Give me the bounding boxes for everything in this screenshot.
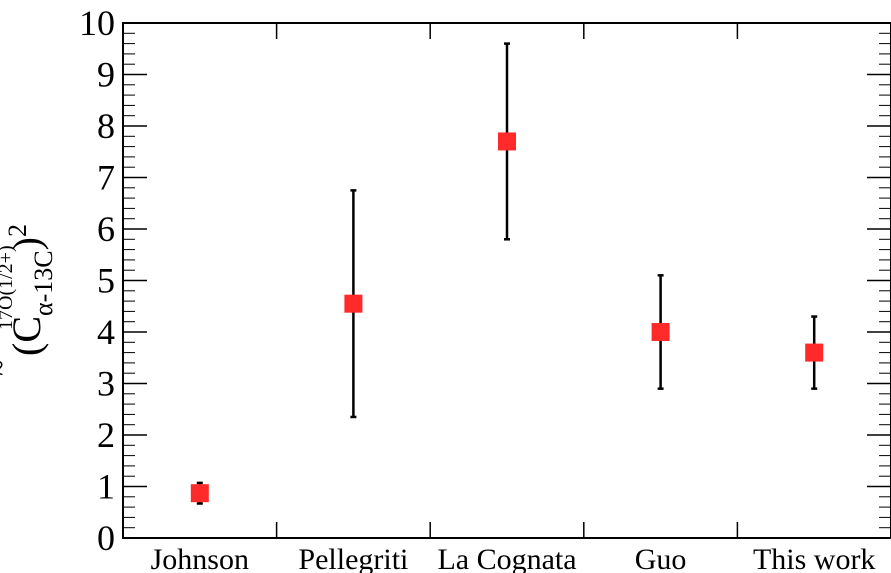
data-point-marker (498, 132, 516, 151)
y-tick-label: 0 (97, 518, 115, 558)
ylabel-main: C (4, 316, 49, 343)
y-tick-label: 2 (97, 415, 115, 455)
y-tick-label: 3 (97, 364, 115, 404)
y-tick-label: 9 (97, 55, 115, 95)
x-tick-label: La Cognata (437, 543, 576, 573)
x-tick-label: Guo (635, 543, 687, 573)
data-point-marker (805, 343, 824, 362)
ylabel-close: ) (4, 237, 49, 250)
y-axis-title: (Cα-13C)2 17O(1/2+) ~ (0, 224, 58, 376)
error-bars (196, 42, 818, 505)
y-tick-label: 8 (97, 106, 115, 146)
x-tick-label: This work (753, 543, 876, 573)
y-tick-label: 10 (79, 3, 115, 43)
y-tick-label: 5 (97, 261, 115, 301)
svg-text:(Cα-13C)2: (Cα-13C)2 (3, 224, 58, 356)
x-tick-labels: Johnson Pellegriti La Cognata Guo This work (151, 543, 876, 573)
y-tick-label: 7 (97, 158, 115, 198)
ylabel-sub: α-13C (29, 250, 58, 316)
x-tick-label: Johnson (151, 543, 249, 573)
ylabel-sup: 17O(1/2+) (0, 245, 17, 330)
y-tick-label: 1 (97, 467, 115, 507)
data-markers (190, 132, 824, 503)
data-point-marker (190, 484, 209, 503)
ylabel-power: 2 (3, 224, 32, 237)
y-tick-label: 6 (97, 209, 115, 249)
ylabel-open: ( (4, 343, 49, 356)
y-tick-labels: 0 1 2 3 4 5 6 7 8 9 10 (79, 3, 115, 558)
axis-ticks (123, 22, 891, 539)
data-point-marker (344, 294, 363, 313)
y-tick-label: 4 (97, 312, 115, 352)
x-tick-label: Pellegriti (298, 543, 408, 573)
ylabel-accent: ~ (0, 360, 17, 376)
data-point-marker (651, 323, 670, 341)
